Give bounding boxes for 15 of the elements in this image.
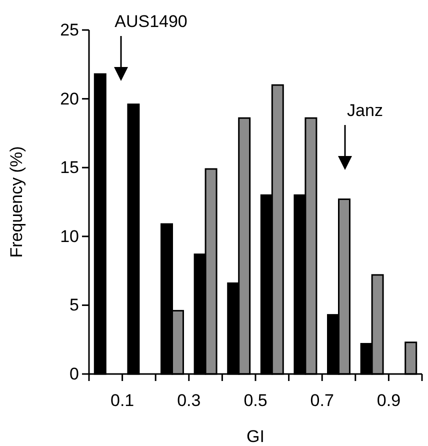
y-tick-label: 15 <box>60 158 79 178</box>
y-tick-label: 25 <box>60 20 79 40</box>
x-tick-label: 0.3 <box>177 391 201 410</box>
x-tick-label: 0.7 <box>310 391 334 410</box>
x-tick-label: 0.1 <box>110 391 134 410</box>
y-tick-label: 0 <box>70 364 79 384</box>
x-tick-label: 0.5 <box>244 391 268 410</box>
x-axis-title: GI <box>246 427 264 446</box>
y-tick-label: 10 <box>60 226 79 246</box>
annotation: AUS1490 <box>114 12 188 31</box>
x-tick-label: 0.9 <box>376 391 401 410</box>
annotation: Janz <box>347 101 383 120</box>
y-axis-title: Frequency (%) <box>7 146 26 258</box>
y-tick-label: 5 <box>70 296 79 315</box>
y-tick-label: 20 <box>60 89 79 108</box>
